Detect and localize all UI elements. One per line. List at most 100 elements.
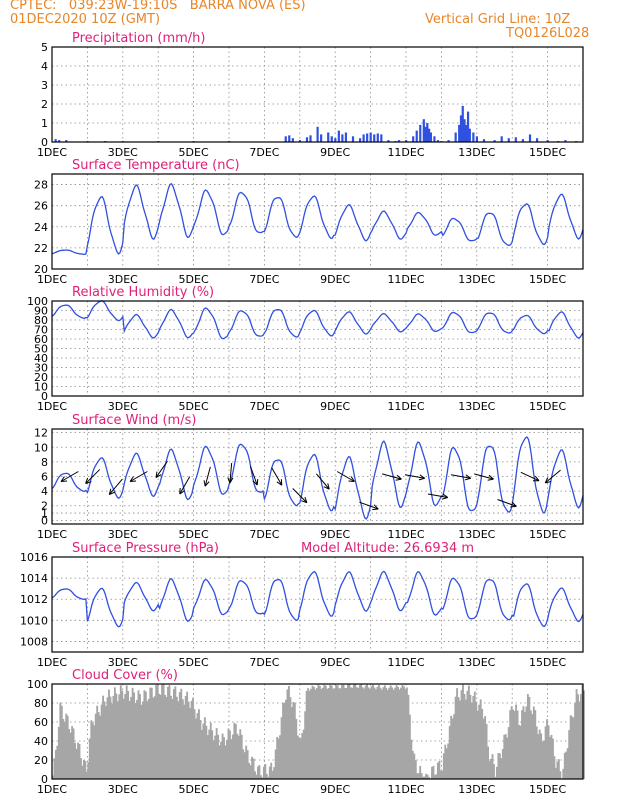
y-tick-label: 1012 [20,593,48,606]
cloud-bar [226,739,228,779]
cloud-bar [280,717,283,779]
cloud-bar [282,702,284,779]
x-tick-label: 1DEC [37,400,67,413]
wind-arrow-head [510,505,517,508]
y-tick-label: 20 [34,371,48,384]
cloud-bar [195,718,197,779]
cloud-bar [488,761,491,779]
x-tick-label: 11DEC [387,273,424,286]
cloud-bar [553,756,556,779]
cloud-bar [106,697,109,779]
cloud-bar [361,687,364,779]
wind-arrow [497,499,517,507]
cloud-bar [375,689,377,779]
cloud-bar [255,774,258,779]
y-tick-label: 10 [34,381,48,394]
cloud-bar [122,699,125,779]
x-tick-label: 13DEC [458,400,495,413]
cloud-bar [167,686,169,779]
precip-bar [291,138,294,142]
precip-bar [422,119,425,142]
cloud-bar [68,728,71,779]
cloud-bar [181,699,184,779]
cloud-bar [425,773,428,779]
cloud-bar [190,700,193,779]
cloud-bar [403,686,405,779]
cloud-bar [459,700,461,779]
precip-bar [461,105,464,142]
cloud-bar [344,687,346,779]
cloud-bar [243,752,246,779]
precip-bar [507,138,510,142]
cloud-bar [500,758,503,779]
cloud-bar [535,726,538,779]
cloud-bar [410,739,413,779]
cloud-bar [444,744,447,779]
cloud-bar [209,722,212,779]
panel-title: Relative Humidity (%) [72,285,214,300]
cloud-bar [420,773,423,779]
cloud-bar [330,685,333,779]
cloud-bar [133,692,135,779]
precip-bar [482,139,486,142]
wind-arrow-head [511,501,517,507]
wind-arrow [129,471,148,482]
cloud-bar [121,690,124,779]
cloud-bar [240,734,243,779]
cloud-bar [196,713,199,779]
x-tick-label: 9DEC [320,400,350,413]
cloud-bar [60,705,63,779]
cloud-bar [131,687,134,779]
cloud-bar [476,710,479,779]
precip-bar [500,136,503,142]
x-tick-label: 1DEC [37,273,67,286]
cloud-bar [175,696,178,779]
x-tick-label: 7DEC [249,273,279,286]
cloud-bar [186,691,189,779]
panel-frame [51,683,584,780]
y-tick-label: 2 [41,500,48,513]
wind-arrow-head [85,481,92,485]
wind-arrow-head [60,476,65,482]
cloud-bar [211,730,214,779]
cloud-bar [172,689,175,779]
wind-arrow [204,466,211,487]
x-tick-label: 5DEC [179,146,209,159]
cloud-bar [321,687,324,779]
cloud-bar [372,684,374,779]
cloud-bar [439,770,442,779]
y-tick-label: 1014 [20,572,48,585]
wind-arrow-head [276,481,283,486]
wind-arrow-head [129,476,134,482]
y-tick-label: 50 [34,343,48,356]
precip-bar [463,119,466,142]
cloud-bar [376,686,379,779]
cloud-bar [373,687,376,779]
cloud-bar [525,706,528,779]
wind-arrow [382,473,402,480]
wind-arrow-head [203,480,206,487]
precip-bar [472,132,475,142]
precip-bar [316,126,319,142]
cloud-bar [411,750,414,779]
cloud-bar [538,729,541,779]
cloud-bar [389,685,392,779]
x-tick-label: 9DEC [320,146,350,159]
cloud-bar [552,738,554,779]
cloud-bar [221,733,224,779]
wind-arrow-head [419,474,425,479]
precip-bar [426,123,429,142]
wind-arrow-head [464,477,471,481]
wind-arrow-head [487,478,494,481]
cloud-bar [316,687,318,779]
cloud-bar [77,742,79,779]
wind-arrow-head [85,477,89,484]
precip-bar [436,140,440,142]
cloud-bar [428,777,430,779]
precip-bar [327,132,330,142]
cloud-bar [475,701,478,779]
cloud-bar [435,774,438,779]
cloud-bar [214,735,217,779]
cloud-bar [404,689,407,779]
